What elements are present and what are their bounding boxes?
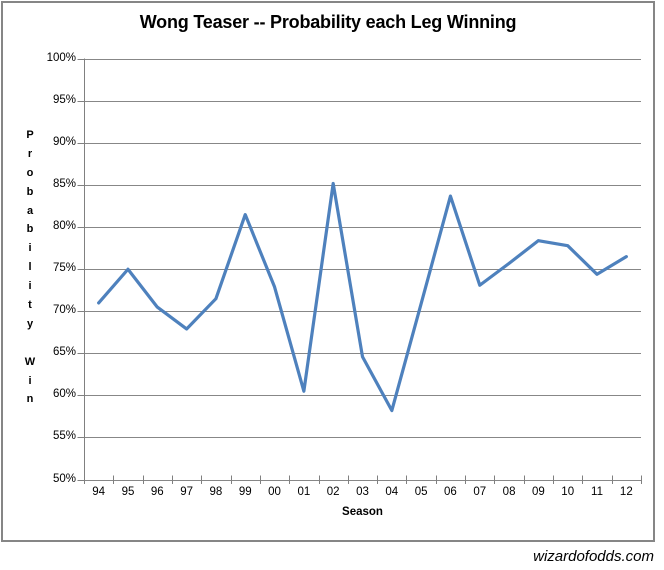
y-tick-label: 65% — [52, 346, 76, 359]
chart-title: Wong Teaser -- Probability each Leg Winn… — [139, 12, 517, 32]
y-axis-title-letter: t — [28, 299, 32, 312]
y-tick-label: 75% — [52, 262, 76, 275]
y-tick-label: 85% — [52, 178, 76, 191]
y-axis-title-letter: a — [26, 204, 34, 217]
data-series-line — [97, 181, 628, 413]
y-axis-title-letter: P — [26, 129, 34, 141]
y-axis-title-letter: W — [24, 355, 36, 368]
x-tick-label: 11 — [591, 486, 603, 498]
x-tick-label: 10 — [561, 486, 575, 498]
x-tick-label: 01 — [297, 486, 311, 498]
x-tick-label: 97 — [180, 486, 193, 498]
chart-frame — [1, 1, 655, 542]
x-tick-label: 98 — [209, 486, 223, 498]
x-tick-label: 07 — [473, 486, 487, 498]
y-tick-label: 60% — [52, 388, 76, 401]
x-tick-label: 08 — [502, 486, 516, 498]
watermark: wizardofodds.com — [533, 548, 654, 565]
y-axis-title-letter: b — [26, 185, 34, 198]
y-tick-label: 100% — [46, 52, 76, 64]
y-tick-label: 70% — [52, 304, 76, 317]
y-axis-title-letter: o — [26, 166, 34, 179]
y-axis-title-letter: i — [28, 280, 32, 293]
y-axis-title-letter: i — [28, 242, 32, 255]
x-tick-label: 05 — [414, 486, 428, 498]
y-tick-label: 90% — [52, 136, 76, 149]
y-axis-title-letter: r — [27, 147, 33, 160]
y-tick-label: 50% — [52, 472, 76, 485]
y-tick-label: 55% — [52, 430, 76, 443]
y-axis-title-letter: l — [28, 261, 32, 274]
x-tick-label: 96 — [150, 486, 164, 498]
y-axis-title-letter: b — [26, 223, 34, 236]
y-axis-title-letter: i — [28, 374, 32, 387]
y-tick-label: 80% — [52, 220, 76, 233]
x-tick-label: 04 — [385, 486, 399, 498]
x-axis-title: Season — [342, 506, 383, 518]
x-tick-label: 03 — [356, 486, 369, 498]
x-tick-label: 02 — [326, 486, 340, 498]
x-tick-label: 06 — [444, 486, 457, 498]
x-tick-label: 12 — [619, 486, 633, 498]
x-tick-label: 99 — [238, 486, 252, 498]
x-tick-label: 94 — [92, 486, 106, 498]
y-axis-title-letter: n — [26, 393, 34, 406]
y-axis-title-letter: y — [26, 317, 34, 330]
x-tick-label: 95 — [121, 486, 135, 498]
y-tick-label: 95% — [52, 94, 76, 107]
x-tick-label: 09 — [531, 486, 545, 498]
x-tick-label: 00 — [268, 486, 281, 498]
